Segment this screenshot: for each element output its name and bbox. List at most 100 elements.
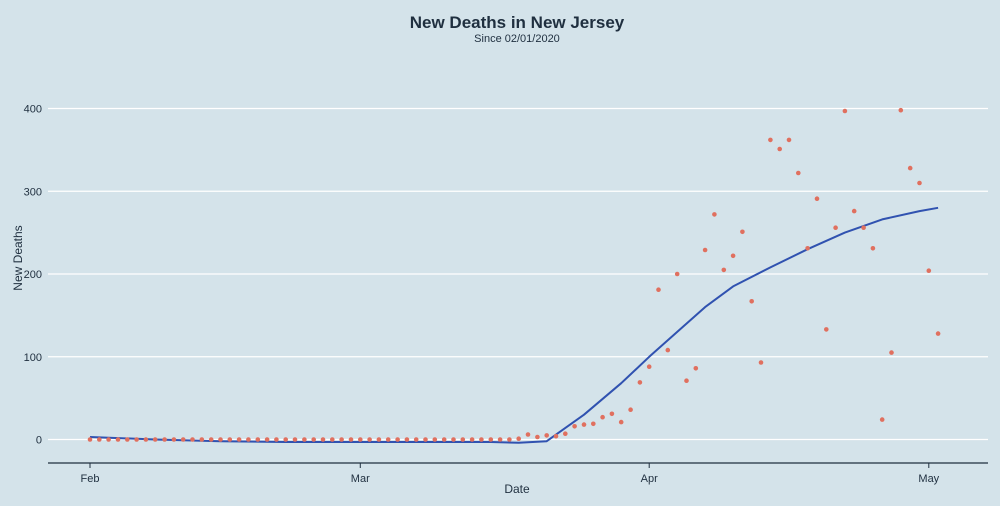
data-point <box>479 437 484 442</box>
data-point <box>535 434 540 440</box>
data-point <box>404 437 410 442</box>
data-point <box>628 407 633 413</box>
data-point <box>786 137 792 143</box>
data-points <box>87 107 941 442</box>
data-point <box>712 212 717 217</box>
data-point <box>525 432 531 437</box>
data-point <box>637 380 643 385</box>
data-point <box>777 146 782 152</box>
data-point <box>292 437 298 442</box>
data-point <box>758 360 764 365</box>
data-point <box>302 437 307 442</box>
data-point <box>796 170 801 176</box>
axes: 0 100 200 300 400 Feb Mar Apr May <box>24 104 988 485</box>
data-point <box>246 437 251 442</box>
data-point <box>97 437 102 442</box>
data-point <box>218 437 223 442</box>
data-point <box>553 433 559 439</box>
data-point <box>563 431 568 437</box>
data-point <box>283 437 289 442</box>
data-point <box>646 364 652 370</box>
data-point <box>143 437 149 442</box>
data-point <box>199 437 205 442</box>
data-point <box>311 437 317 442</box>
data-point <box>507 437 512 442</box>
data-point <box>460 437 466 442</box>
data-point <box>180 437 186 442</box>
data-point <box>395 437 400 442</box>
data-point <box>432 437 438 442</box>
data-point <box>926 268 932 274</box>
gridlines <box>48 107 988 441</box>
y-tick-label-400: 400 <box>24 104 42 116</box>
data-point <box>376 437 382 442</box>
data-point <box>190 437 195 442</box>
data-point <box>134 437 139 442</box>
data-point <box>516 436 521 442</box>
data-point <box>674 271 680 277</box>
x-axis-label: Date <box>504 482 530 496</box>
data-point <box>320 437 326 442</box>
data-point <box>367 437 372 442</box>
data-point <box>591 421 596 427</box>
data-point <box>125 437 130 442</box>
data-point <box>721 267 727 273</box>
data-point <box>572 424 577 429</box>
data-point <box>423 437 428 442</box>
y-tick-label-300: 300 <box>24 186 42 198</box>
trend-line-group <box>89 206 939 444</box>
data-point <box>730 253 736 259</box>
x-tick-label-may: May <box>918 473 939 485</box>
data-point <box>451 437 456 442</box>
chart-title: New Deaths in New Jersey <box>410 13 625 32</box>
data-point <box>851 208 857 214</box>
data-point <box>208 437 214 442</box>
data-point <box>544 433 549 438</box>
data-point <box>889 350 894 355</box>
data-point <box>227 437 233 442</box>
x-tick-label-feb: Feb <box>81 473 100 485</box>
data-point <box>152 437 158 442</box>
x-tick-label-apr: Apr <box>641 473 658 485</box>
data-point <box>87 437 93 442</box>
data-point <box>805 246 810 251</box>
data-point <box>385 437 391 442</box>
data-point <box>917 180 922 186</box>
y-tick-label-100: 100 <box>24 352 42 364</box>
data-point <box>824 327 829 332</box>
data-point <box>702 247 708 253</box>
data-point <box>441 437 447 442</box>
data-point <box>264 437 270 442</box>
data-point <box>106 437 111 442</box>
data-point <box>609 411 615 417</box>
data-point <box>907 165 913 171</box>
y-tick-label-200: 200 <box>24 269 42 281</box>
data-point <box>339 437 344 442</box>
data-point <box>870 246 876 251</box>
data-point <box>740 229 745 235</box>
data-point <box>935 331 941 336</box>
data-point <box>618 419 624 425</box>
data-point <box>693 366 699 371</box>
data-point <box>497 437 503 442</box>
data-point <box>749 299 754 304</box>
data-point <box>488 437 494 442</box>
data-point <box>665 347 671 353</box>
x-tick-label-mar: Mar <box>351 473 370 485</box>
data-point <box>600 414 605 420</box>
y-axis-label: New Deaths <box>11 225 25 290</box>
data-point <box>274 437 279 442</box>
data-point <box>768 137 773 143</box>
data-point <box>656 287 661 293</box>
data-point <box>814 196 820 201</box>
data-point <box>842 108 848 114</box>
data-point <box>330 437 335 442</box>
data-point <box>879 417 885 422</box>
data-point <box>684 378 689 384</box>
data-point <box>236 437 242 442</box>
data-point <box>162 437 167 442</box>
chart-subtitle: Since 02/01/2020 <box>474 33 560 45</box>
trend-line <box>89 206 939 444</box>
